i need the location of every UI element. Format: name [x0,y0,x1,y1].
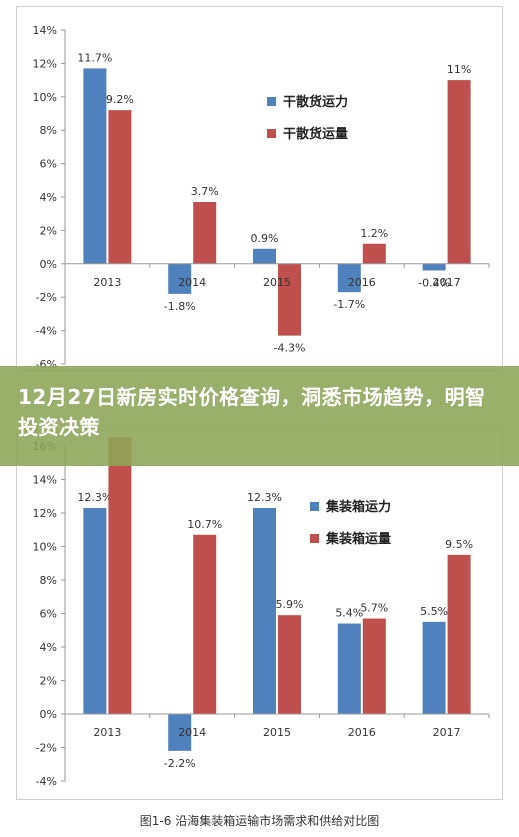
data-label: -1.7% [333,298,365,311]
data-label: 5.5% [420,605,448,618]
bar-volume [447,554,471,714]
y-tick-label: 14% [33,24,57,37]
legend-swatch [267,97,276,106]
bar-capacity [83,507,107,714]
figure-caption: 图1-6 沿海集装箱运输市场需求和供给对比图 [139,814,380,828]
chart-panel-container: 16%14%12%10%8%6%4%2%0%-2%-4%12.3%2013-2.… [16,430,503,800]
bar-capacity [337,263,361,293]
data-label: 5.9% [276,598,304,611]
bar-volume [193,202,217,264]
data-label: 12.3% [247,491,282,504]
bar-capacity [422,263,446,271]
x-tick-label: 2014 [178,726,206,739]
y-tick-label: 2% [40,675,57,688]
legend-label: 干散货运量 [283,126,348,142]
dry-bulk-chart: 14%12%10%8%6%4%2%0%-2%-4%-6%11.7%9.2%201… [33,24,490,371]
bar-capacity [422,621,446,714]
y-tick-label: 8% [40,124,57,137]
data-label: 12.3% [77,491,112,504]
data-label: 11% [447,63,471,76]
y-tick-label: -4% [36,325,57,338]
bar-volume [278,263,301,336]
bar-capacity [253,248,276,264]
y-tick-label: -2% [36,742,57,755]
legend-swatch [267,129,276,138]
overlay-banner [0,366,519,466]
y-tick-label: 12% [33,507,57,520]
bar-volume [193,534,217,714]
bar-volume [108,110,132,264]
x-tick-label: 2017 [433,276,461,289]
y-tick-label: 2% [40,224,57,237]
bar-capacity [168,263,192,294]
data-label: 9.5% [445,538,473,551]
bar-volume [278,615,301,714]
y-tick-label: -4% [36,775,57,788]
legend-label: 干散货运力 [283,94,348,110]
data-label: 10.7% [187,518,222,531]
data-label: -1.8% [164,300,196,313]
y-tick-label: 6% [40,608,57,621]
data-label: 0.9% [251,232,279,245]
y-tick-label: 4% [40,191,57,204]
legend-swatch [310,534,319,543]
x-tick-label: 2017 [433,726,461,739]
data-label: -4.3% [274,342,306,355]
bar-volume [362,243,386,264]
y-tick-label: 14% [33,474,57,487]
bar-capacity [337,623,361,714]
data-label: 11.7% [77,51,112,64]
data-label: 5.4% [335,607,363,620]
legend-label: 集装箱运量 [325,531,391,547]
x-tick-label: 2014 [178,276,206,289]
y-tick-label: -2% [36,291,57,304]
y-tick-label: 12% [33,57,57,70]
x-tick-label: 2015 [263,276,291,289]
data-label: 9.2% [106,93,134,106]
x-tick-label: 2013 [93,726,121,739]
x-tick-label: 2013 [93,276,121,289]
legend-label: 集装箱运力 [325,499,391,515]
y-tick-label: 6% [40,158,57,171]
x-tick-label: 2016 [348,276,376,289]
chart-panel-dry-bulk: 14% 12% 10% 8% 6% 4% 2% 0% -2% -4% -6% 11.7% 9.2% 201… [16,6,503,371]
y-tick-label: 10% [33,541,57,554]
bar-capacity [253,507,276,714]
data-label: -0.4% [418,276,450,289]
bar-capacity [83,68,107,264]
y-tick-label: 10% [33,91,57,104]
data-label: 1.2% [360,227,388,240]
bar-capacity [168,714,192,751]
container-chart: 16%14%12%10%8%6%4%2%0%-2%-4%12.3%2013-2.… [33,437,490,788]
overlay-title: 12月27日新房实时价格查询，洞悉市场趋势，明智投资决策 [18,385,486,439]
legend-swatch [310,502,319,511]
y-tick-label: 4% [40,641,57,654]
y-tick-label: 0% [40,258,57,271]
bar-volume [362,618,386,714]
data-label: 5.7% [360,602,388,615]
y-tick-label: 8% [40,574,57,587]
bar-volume [447,80,471,264]
y-tick-label: 0% [40,708,57,721]
x-tick-label: 2016 [348,726,376,739]
bar-volume [108,437,132,714]
data-label: 3.7% [191,185,219,198]
data-label: -2.2% [164,757,196,770]
x-tick-label: 2015 [263,726,291,739]
